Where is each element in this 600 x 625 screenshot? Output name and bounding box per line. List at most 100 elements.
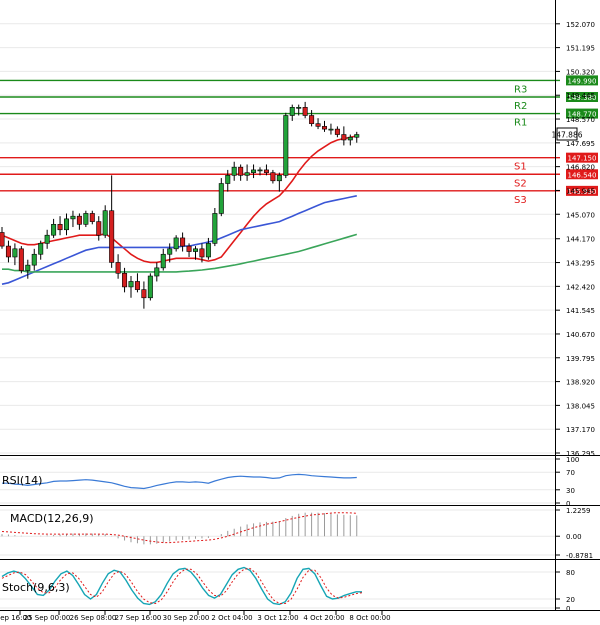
candle-body [212, 213, 218, 244]
candle-body [354, 134, 360, 138]
price-tick-label: 150.320 [566, 68, 595, 76]
rsi-tick-label: 30 [566, 487, 575, 495]
candle [25, 259, 31, 279]
price-tick-label: 137.170 [566, 426, 595, 434]
price-tick-label: 149.445 [566, 92, 595, 100]
level-price-label-s2: 146.540 [568, 171, 597, 179]
stoch-panel: Stoch(9,6,3) 80 200 [0, 561, 575, 613]
candle [31, 248, 37, 271]
candle [76, 213, 82, 230]
candle [173, 235, 179, 252]
candle-body [186, 245, 192, 252]
candle-body [283, 115, 289, 176]
stoch-tick-label: 20 [566, 596, 575, 604]
candle [225, 169, 231, 192]
price-tick-label: 139.795 [566, 355, 595, 363]
stoch-tick-label: 0 [566, 605, 570, 613]
candle-body [102, 210, 108, 236]
candle [212, 207, 218, 247]
candle [283, 112, 289, 179]
candle [83, 210, 89, 228]
candle [263, 164, 269, 176]
level-price-box [566, 169, 598, 180]
candle [44, 229, 50, 249]
level-name-r1: R1 [514, 118, 527, 129]
candle [147, 273, 153, 301]
rsi-tick-label: 70 [566, 469, 575, 477]
candle [244, 164, 250, 181]
candle-body [309, 115, 315, 124]
stoch-tick-label: 80 [566, 569, 575, 577]
price-tick-label: 145.070 [566, 211, 595, 219]
candle-body [334, 128, 340, 135]
time-tick-label: 27 Sep 16:00 [115, 614, 162, 622]
candle-body [18, 248, 24, 271]
candle-body [231, 166, 237, 176]
candle [238, 164, 244, 181]
candle-body [180, 237, 186, 247]
macd-panel: MACD(12,26,9) 1.2259 0.00 -0.8781 [0, 507, 593, 560]
level-price-box [566, 75, 598, 86]
candle [186, 243, 192, 257]
level-name-s2: S2 [514, 178, 527, 189]
rsi-axis: 100 70 30 0 [555, 456, 579, 508]
candle [347, 134, 353, 146]
candle [302, 101, 308, 119]
candle-body [315, 123, 321, 127]
stoch-grid [0, 571, 555, 609]
stochastic-lines [1, 566, 363, 606]
level-price-box [566, 108, 598, 119]
candle-body [83, 213, 89, 225]
candle-body [51, 224, 57, 236]
level-price-label-r2: 149.380 [568, 94, 597, 102]
candle [89, 210, 95, 225]
stoch-d-line [1, 567, 363, 605]
price-tick-label: 141.545 [566, 307, 595, 315]
candle-body [328, 128, 334, 131]
level-price-label-s3: 145.930 [568, 188, 597, 196]
candle-body [122, 272, 128, 288]
price-tick-label: 148.570 [566, 116, 595, 124]
candle [18, 246, 24, 274]
candle-body [96, 221, 102, 236]
price-tick-label: 151.195 [566, 45, 595, 53]
candle-body [244, 172, 250, 176]
candle-body [193, 248, 199, 252]
candle-body [167, 248, 173, 255]
candlesticks [0, 101, 360, 309]
level-price-label-r3: 149.990 [568, 77, 597, 85]
price-tick-label: 145.945 [566, 187, 595, 195]
candle-body [5, 245, 11, 258]
candle-body [128, 281, 134, 288]
rsi-panel: RSI(14) 100 70 30 0 [0, 456, 579, 508]
price-grid [0, 23, 555, 454]
stoch-title: Stoch(9,6,3) [2, 581, 70, 594]
price-tick-label: 138.045 [566, 402, 595, 410]
time-tick-label: 24 Sep 16:00 [0, 614, 31, 622]
price-panel: R3 R2 R1 S1 S2 S3 149.990 149.380 148.770 147.15… [0, 20, 598, 458]
time-tick-label: 30 Sep 20:00 [163, 614, 210, 622]
candle-body [251, 169, 257, 173]
moving-average-line-3 [2, 233, 358, 273]
candle-body [154, 267, 160, 277]
time-tick-label: 2 Oct 04:00 [211, 614, 252, 622]
price-tick-label: 144.170 [566, 236, 595, 244]
candle [122, 267, 128, 293]
candle [334, 126, 340, 138]
candle-body [0, 232, 5, 247]
time-tick-label: 8 Oct 00:00 [349, 614, 390, 622]
rsi-line [2, 473, 357, 490]
price-axis: 152.070 151.195 150.320 149.445 148.570 147.6… [555, 21, 595, 458]
candle-body [296, 107, 302, 109]
candle-body [263, 169, 269, 173]
candle-body [347, 136, 353, 141]
price-tick-label: 136.295 [566, 450, 595, 458]
candle-body [321, 126, 327, 130]
macd-tick-label: 0.00 [566, 533, 582, 541]
candle [341, 126, 347, 146]
price-tick-label: 146.820 [566, 164, 595, 172]
time-tick-label: 26 Sep 08:00 [70, 614, 117, 622]
stoch-axis: 80 200 [555, 569, 575, 613]
candle-body [199, 248, 205, 258]
